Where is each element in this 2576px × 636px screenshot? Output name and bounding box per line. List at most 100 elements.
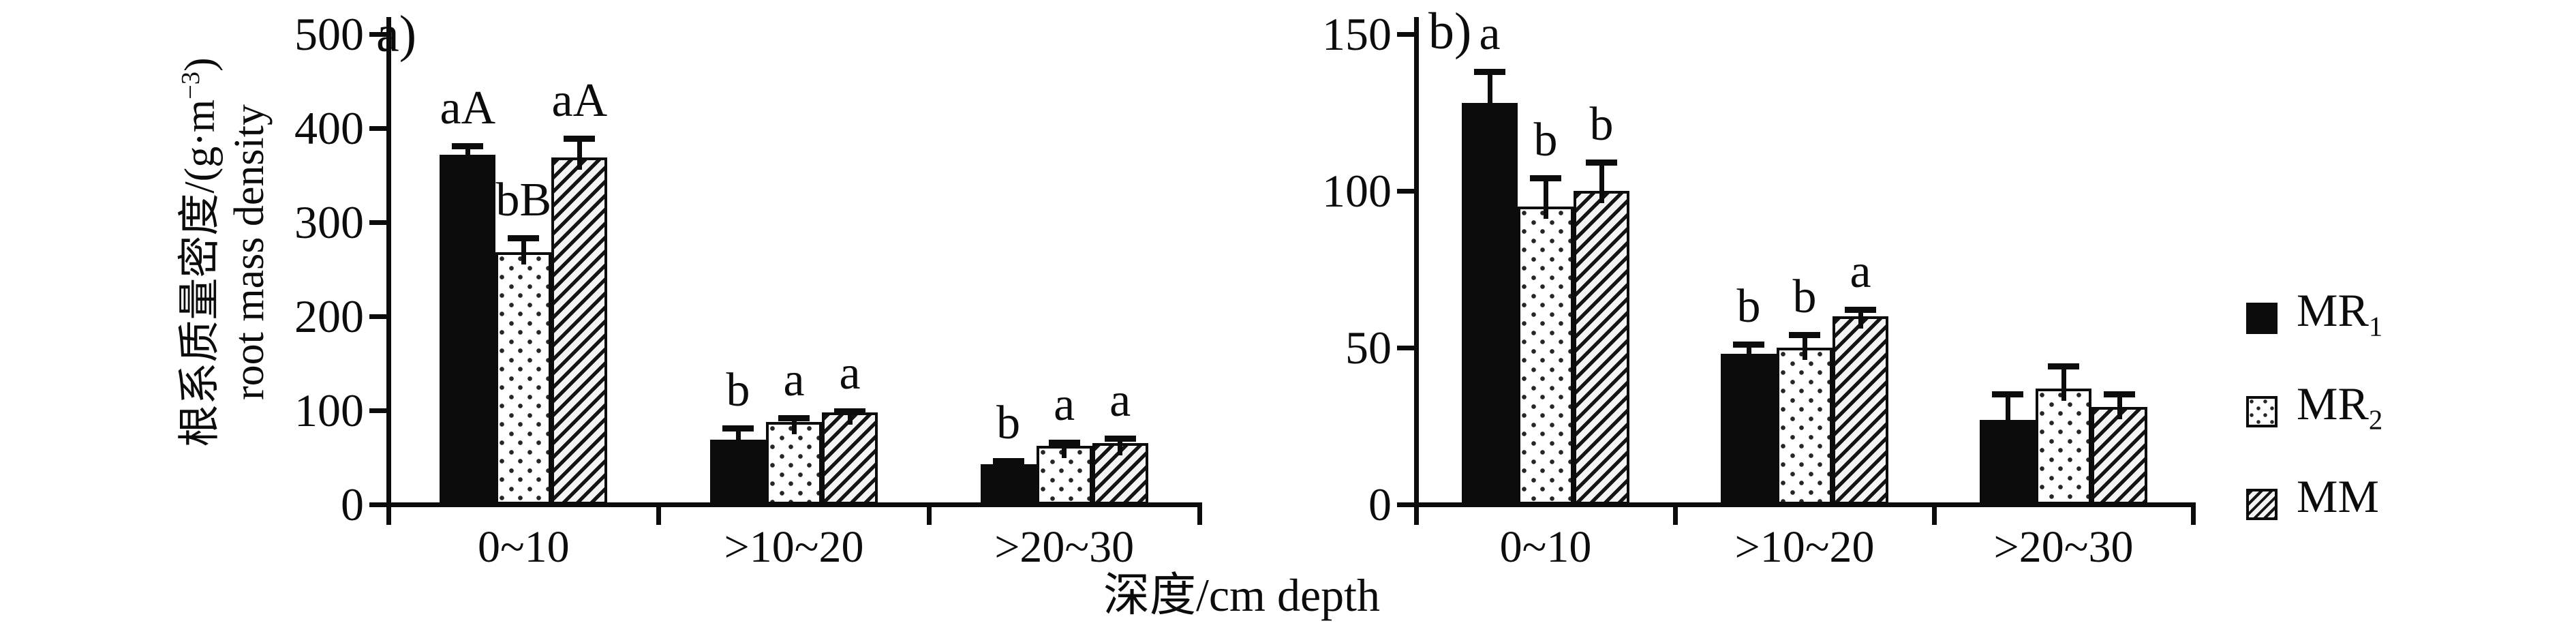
error-bar-cap xyxy=(1845,307,1876,314)
sig-letter: b xyxy=(726,364,750,417)
y-tick xyxy=(369,408,388,413)
error-bar-stem xyxy=(1802,338,1807,360)
error-bar-stem xyxy=(2117,397,2122,420)
bar-MR2->20~30 xyxy=(2036,388,2091,504)
error-bar-cap xyxy=(508,235,540,242)
sig-letter: b xyxy=(1736,279,1761,333)
error-bar-stem xyxy=(847,414,853,425)
error-bar-stem xyxy=(1118,442,1123,456)
x-tick xyxy=(2190,504,2196,525)
bar-MM->10~20 xyxy=(1833,316,1888,504)
y-tick xyxy=(1397,502,1416,507)
y-tick xyxy=(369,314,388,319)
bar-MM-0~10 xyxy=(1574,191,1629,504)
x-category-label: 0~10 xyxy=(1499,522,1592,572)
bar-MR2-0~10 xyxy=(1518,207,1574,504)
legend-label-mr1: MR1 xyxy=(2297,284,2383,342)
y-tick-label: 0 xyxy=(341,479,364,530)
x-tick xyxy=(1931,504,1937,525)
error-bar-stem xyxy=(2061,369,2066,401)
legend-item-mr2: MR2 xyxy=(2246,380,2382,444)
x-axis xyxy=(386,502,1202,507)
error-bar-cap xyxy=(1586,160,1617,166)
sig-letter: b xyxy=(1589,98,1614,151)
legend-item-mm: MM xyxy=(2246,472,2382,537)
y-tick-label: 400 xyxy=(294,102,364,154)
sig-letter: b xyxy=(996,397,1021,450)
y-tick xyxy=(1397,345,1416,350)
error-bar-stem xyxy=(521,241,526,265)
sig-letter: aA xyxy=(551,74,608,127)
error-bar-cap xyxy=(778,414,810,421)
x-category-label: >10~20 xyxy=(724,522,864,572)
y-tick xyxy=(369,125,388,131)
bar-MM->20~30 xyxy=(2091,407,2147,504)
error-bar-stem xyxy=(1858,313,1863,329)
sig-letter: bB xyxy=(495,174,552,227)
x-axis xyxy=(1413,502,2196,507)
sig-letter: b xyxy=(1792,271,1817,323)
legend-label-mr2: MR2 xyxy=(2297,377,2383,436)
sig-letter: aA xyxy=(440,82,496,135)
y-tick-label: 100 xyxy=(1322,165,1392,217)
sig-letter: a xyxy=(1479,7,1501,60)
x-tick xyxy=(656,504,662,525)
error-bar-cap xyxy=(2048,363,2079,369)
y-tick-label: 500 xyxy=(294,8,364,60)
x-axis-title: 深度/cm depth xyxy=(1103,569,1381,621)
bar-MR1-0~10 xyxy=(1462,103,1518,504)
error-bar-cap xyxy=(1048,439,1080,446)
error-bar-stem xyxy=(2005,397,2010,432)
y-tick xyxy=(369,219,388,225)
error-bar-stem xyxy=(1062,445,1067,459)
error-bar-cap xyxy=(1104,436,1136,442)
x-tick xyxy=(1197,504,1202,525)
bar-MR1-0~10 xyxy=(440,154,496,504)
mm-swatch-icon xyxy=(2246,489,2278,521)
y-tick-label: 300 xyxy=(294,196,364,248)
y-tick xyxy=(1397,31,1416,37)
x-category-label: >10~20 xyxy=(1734,522,1875,572)
bar-MR2-0~10 xyxy=(495,252,552,504)
x-category-label: 0~10 xyxy=(477,522,570,572)
y-tick xyxy=(369,31,388,37)
x-category-label: >20~30 xyxy=(994,522,1135,572)
x-tick xyxy=(1672,504,1678,525)
error-bar-cap xyxy=(452,143,484,150)
x-category-label: >20~30 xyxy=(1993,522,2134,572)
error-bar-stem xyxy=(735,431,741,452)
sig-letter: a xyxy=(1109,374,1131,427)
error-bar-cap xyxy=(1474,68,1505,75)
y-tick-label: 0 xyxy=(1368,479,1392,530)
panel-b-label: b) xyxy=(1428,3,1472,60)
x-tick xyxy=(926,504,932,525)
error-bar-cap xyxy=(1530,175,1561,181)
error-bar-stem xyxy=(465,149,470,167)
y-tick-label: 200 xyxy=(294,290,364,342)
bar-MM-0~10 xyxy=(551,157,608,504)
error-bar-cap xyxy=(1789,332,1820,338)
bar-MR1->10~20 xyxy=(1721,354,1777,504)
bar-MR2->10~20 xyxy=(1777,348,1833,504)
error-bar-stem xyxy=(1487,74,1492,116)
error-bar-stem xyxy=(1006,464,1011,476)
y-tick xyxy=(1397,188,1416,194)
y-tick xyxy=(369,502,388,507)
error-bar-stem xyxy=(1599,166,1604,203)
error-bar-cap xyxy=(1733,341,1764,348)
y-axis xyxy=(386,17,391,525)
y-tick-label: 150 xyxy=(1322,8,1392,60)
legend: MR1 MR2 MM xyxy=(2246,286,2382,537)
error-bar-stem xyxy=(577,142,582,170)
error-bar-cap xyxy=(722,425,754,432)
error-bar-cap xyxy=(1992,391,2023,398)
bar-MR1->20~30 xyxy=(1980,419,2036,504)
error-bar-cap xyxy=(992,458,1024,465)
error-bar-stem xyxy=(1746,347,1751,367)
y-tick-label: 50 xyxy=(1345,322,1392,374)
sig-letter: a xyxy=(1054,378,1075,431)
error-bar-cap xyxy=(564,136,596,142)
